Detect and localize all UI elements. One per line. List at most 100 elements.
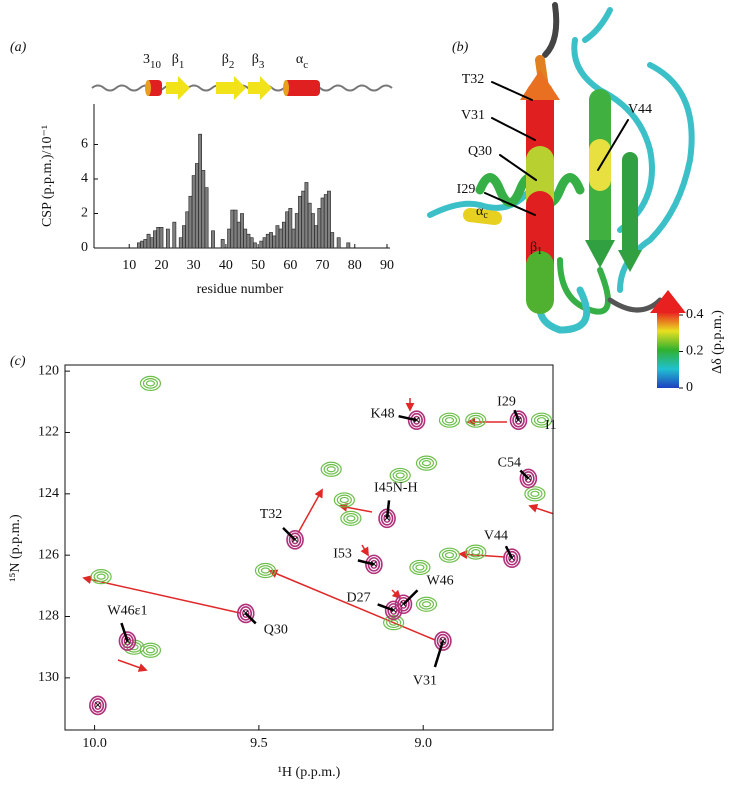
peak-label: D27 xyxy=(346,591,370,606)
bar xyxy=(278,228,283,249)
leader-line xyxy=(377,603,395,612)
x-tick-label: 50 xyxy=(251,258,265,273)
x-tick-label: 9.0 xyxy=(414,736,432,751)
y-tick-label: 124 xyxy=(38,486,59,501)
bar xyxy=(140,240,145,249)
label-main: β xyxy=(172,52,179,67)
contour xyxy=(346,515,356,522)
label-main: 3 xyxy=(143,52,150,67)
peak xyxy=(415,596,438,612)
contour xyxy=(465,544,487,560)
contour xyxy=(522,471,535,486)
contour xyxy=(468,414,484,426)
peak xyxy=(438,412,461,428)
ss-label: β1 xyxy=(172,52,185,70)
bar xyxy=(230,209,235,249)
contour xyxy=(524,486,546,502)
bar xyxy=(165,228,170,249)
peak-label: I53 xyxy=(333,547,352,562)
strand-label: β1 xyxy=(530,240,542,257)
peak xyxy=(383,615,405,631)
contour xyxy=(323,463,339,475)
leader-line xyxy=(513,409,520,421)
peak xyxy=(320,461,342,477)
contour xyxy=(145,380,156,387)
bar xyxy=(240,213,244,249)
peak xyxy=(409,559,431,576)
peak-label: W46 xyxy=(426,573,453,588)
contour xyxy=(465,412,487,428)
contour xyxy=(383,615,405,631)
peak: × xyxy=(519,468,538,489)
bar xyxy=(191,175,196,249)
bar xyxy=(304,182,309,249)
peak-label: W46ε1 xyxy=(107,603,147,618)
leader-line xyxy=(120,622,129,642)
label-sub: c xyxy=(483,210,488,221)
contour xyxy=(503,548,521,569)
contour xyxy=(415,455,438,471)
y-axis-label: ¹⁵N (p.p.m.) xyxy=(8,514,23,582)
contour xyxy=(418,457,435,469)
peak-marker: × xyxy=(123,634,131,649)
leader-line xyxy=(357,559,375,566)
bar xyxy=(330,232,335,249)
ss-label: β2 xyxy=(222,52,235,70)
contour xyxy=(407,410,426,431)
contour xyxy=(365,554,383,575)
x-tick-label: 80 xyxy=(348,258,362,273)
contour xyxy=(394,594,413,615)
bar xyxy=(246,233,251,249)
y-axis-label: CSP (p.p.m.)/10⁻¹ xyxy=(40,125,55,227)
x-tick-label: 70 xyxy=(316,258,330,273)
y-tick-label: 120 xyxy=(38,363,59,378)
colorbar xyxy=(657,312,679,388)
ss-label: αc xyxy=(296,52,308,70)
peak: × xyxy=(118,631,137,651)
x-tick-label: 9.5 xyxy=(250,736,268,751)
bar xyxy=(336,237,341,249)
bar xyxy=(204,187,209,249)
residue-label: V44 xyxy=(628,102,652,117)
bar xyxy=(153,230,157,249)
label-sub: c xyxy=(303,59,308,71)
contour xyxy=(386,617,402,629)
peak xyxy=(415,455,438,471)
contour xyxy=(508,553,516,563)
bar xyxy=(156,227,161,249)
contour xyxy=(392,470,408,481)
contour xyxy=(94,700,102,710)
leader-line xyxy=(398,414,417,422)
contour xyxy=(96,573,106,580)
label-main: α xyxy=(476,204,484,219)
contour xyxy=(389,467,411,484)
label-main: α xyxy=(296,52,304,67)
peak xyxy=(465,544,487,560)
peak xyxy=(139,375,162,392)
label-main: β xyxy=(252,52,259,67)
bar xyxy=(298,195,302,249)
secondary-structure-cartoon xyxy=(91,76,393,100)
bar xyxy=(291,228,296,249)
contour xyxy=(509,410,528,431)
peak xyxy=(530,412,553,428)
leader-line xyxy=(244,612,257,625)
residue-label: I29 xyxy=(457,182,476,197)
panel-label: (a) xyxy=(10,40,27,55)
bar xyxy=(327,190,331,249)
contour xyxy=(519,468,538,489)
contour xyxy=(441,414,458,426)
bar xyxy=(198,133,203,249)
peak-label: V44 xyxy=(484,528,508,543)
x-axis-label: ¹H (p.p.m.) xyxy=(278,765,341,780)
bar xyxy=(346,242,351,249)
contour xyxy=(387,603,400,618)
bar xyxy=(272,235,277,249)
peak-label: I45N-H xyxy=(374,481,418,496)
contour xyxy=(291,535,299,545)
contour xyxy=(505,550,519,566)
contour xyxy=(236,603,255,624)
panel-label: (b) xyxy=(452,40,469,55)
y-tick-label: 4 xyxy=(81,171,88,186)
